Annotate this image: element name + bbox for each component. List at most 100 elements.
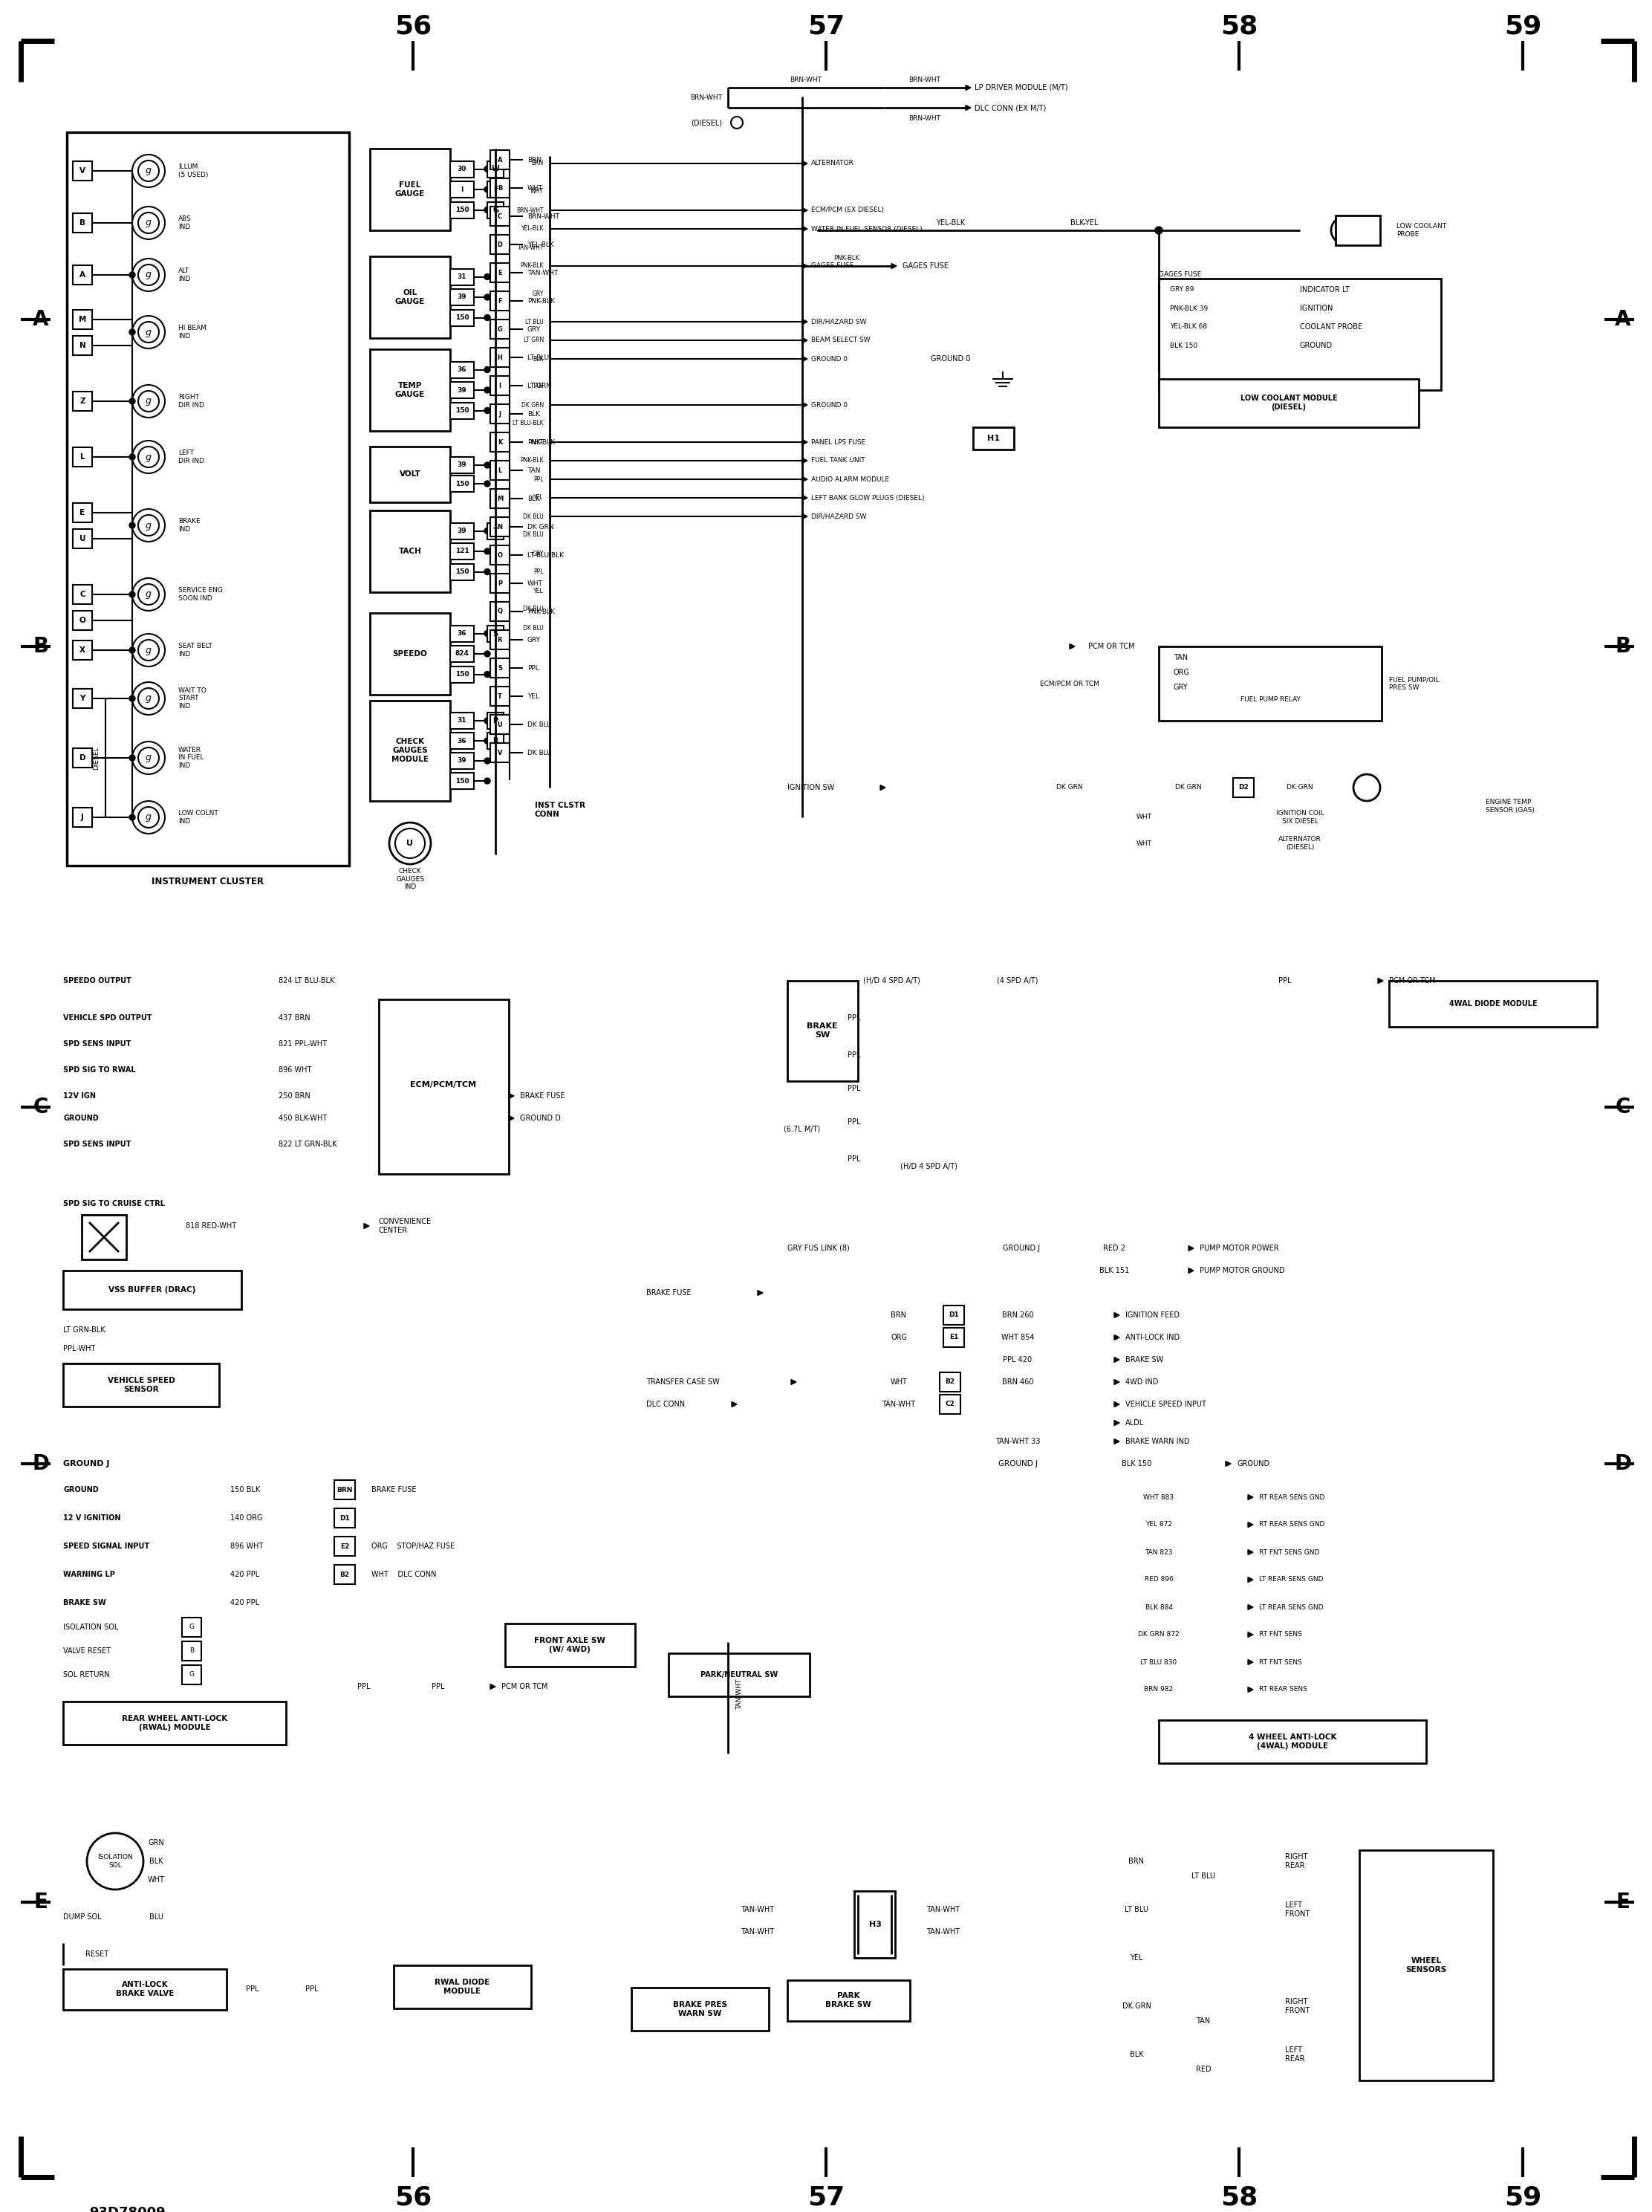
Text: N: N	[497, 524, 502, 531]
Text: SPD SENS INPUT: SPD SENS INPUT	[63, 1141, 131, 1148]
Text: LEFT BANK GLOW PLUGS (DIESEL): LEFT BANK GLOW PLUGS (DIESEL)	[811, 495, 925, 502]
Circle shape	[139, 212, 159, 232]
Text: BRAKE SW: BRAKE SW	[1125, 1356, 1163, 1363]
Circle shape	[129, 398, 135, 405]
Circle shape	[484, 549, 491, 555]
Text: 56: 56	[395, 13, 431, 38]
Text: BLK: BLK	[527, 411, 540, 418]
Text: ANTI-LOCK
BRAKE VALVE: ANTI-LOCK BRAKE VALVE	[116, 1982, 173, 1997]
Bar	[449, 383, 474, 398]
Bar	[491, 602, 509, 622]
Bar	[449, 626, 474, 641]
Text: N: N	[79, 343, 86, 349]
Bar	[491, 234, 509, 254]
Bar	[491, 179, 509, 197]
Text: DIR/HAZARD SW: DIR/HAZARD SW	[811, 319, 867, 325]
Text: SPD SIG TO RWAL: SPD SIG TO RWAL	[63, 1066, 135, 1073]
Bar	[182, 1641, 202, 1661]
Bar	[491, 546, 509, 564]
Text: GRN: GRN	[149, 1838, 164, 1847]
Bar	[73, 502, 93, 522]
Text: g: g	[145, 520, 152, 531]
Circle shape	[129, 522, 135, 529]
Text: BRN-WHT: BRN-WHT	[527, 212, 560, 219]
Circle shape	[139, 161, 159, 181]
Text: RIGHT
FRONT: RIGHT FRONT	[1285, 1997, 1310, 2015]
Text: LT REAR SENS GND: LT REAR SENS GND	[1259, 1577, 1323, 1584]
Text: BRN 460: BRN 460	[1001, 1378, 1034, 1385]
Text: A: A	[79, 272, 86, 279]
Text: VOLT: VOLT	[400, 471, 421, 478]
Circle shape	[484, 739, 491, 743]
Polygon shape	[1247, 1688, 1254, 1692]
Circle shape	[139, 639, 159, 661]
Bar	[940, 1371, 960, 1391]
Text: RIGHT
REAR: RIGHT REAR	[1285, 1854, 1308, 1869]
Text: 59: 59	[1503, 13, 1541, 38]
Text: 31: 31	[458, 274, 466, 281]
Text: BLK 150: BLK 150	[1122, 1460, 1151, 1467]
Text: WAIT TO
START
IND: WAIT TO START IND	[178, 688, 206, 710]
Text: GROUND 0: GROUND 0	[932, 356, 971, 363]
Text: VSS BUFFER (DRAC): VSS BUFFER (DRAC)	[109, 1285, 197, 1294]
Text: O: O	[497, 551, 502, 557]
Text: YEL: YEL	[527, 692, 539, 699]
Circle shape	[129, 330, 135, 334]
Text: SEAT BELT
IND: SEAT BELT IND	[178, 644, 213, 657]
Text: GROUND 0: GROUND 0	[811, 356, 847, 363]
Text: E: E	[79, 509, 86, 515]
Text: X: X	[79, 646, 86, 655]
Text: ISOLATION SOL: ISOLATION SOL	[63, 1624, 119, 1630]
Text: BLK: BLK	[534, 356, 544, 363]
Bar	[73, 336, 93, 356]
Text: 39: 39	[458, 387, 468, 394]
Text: DK GRN 872: DK GRN 872	[1138, 1630, 1180, 1639]
Text: VEHICLE SPEED INPUT: VEHICLE SPEED INPUT	[1125, 1400, 1206, 1409]
Bar	[788, 980, 857, 1082]
Polygon shape	[803, 226, 808, 232]
Text: SPEED SIGNAL INPUT: SPEED SIGNAL INPUT	[63, 1542, 149, 1551]
Text: 150 BLK: 150 BLK	[230, 1486, 259, 1493]
Polygon shape	[491, 1683, 496, 1690]
Text: LT BLU 830: LT BLU 830	[1140, 1659, 1178, 1666]
Bar	[73, 584, 93, 604]
Text: D1: D1	[948, 1312, 958, 1318]
Text: G: G	[492, 206, 499, 215]
Text: g: g	[145, 327, 152, 336]
Polygon shape	[1247, 1551, 1254, 1555]
Text: PPL: PPL	[847, 1051, 861, 1060]
Bar	[491, 206, 509, 226]
Text: B2: B2	[340, 1571, 350, 1577]
Text: PPL: PPL	[527, 664, 539, 670]
Text: IGNITION COIL
SIX DIESEL: IGNITION COIL SIX DIESEL	[1275, 810, 1323, 825]
Polygon shape	[892, 263, 897, 268]
Bar	[487, 181, 504, 197]
Text: DK GRN: DK GRN	[1287, 785, 1313, 792]
Circle shape	[1155, 226, 1163, 234]
Text: RED 2: RED 2	[1104, 1245, 1125, 1252]
Bar	[73, 611, 93, 630]
Text: 896 WHT: 896 WHT	[230, 1542, 263, 1551]
Bar	[491, 292, 509, 310]
Text: GROUND: GROUND	[1237, 1460, 1269, 1467]
Text: M: M	[497, 495, 502, 502]
Text: F: F	[492, 186, 497, 192]
Text: 150: 150	[454, 314, 469, 321]
Polygon shape	[363, 1223, 368, 1228]
Text: LEFT
DIR IND: LEFT DIR IND	[178, 449, 205, 465]
Polygon shape	[803, 338, 808, 343]
Circle shape	[484, 294, 491, 301]
Bar	[940, 1396, 960, 1413]
Text: VEHICLE SPEED
SENSOR: VEHICLE SPEED SENSOR	[107, 1378, 175, 1394]
Text: 4 WHEEL ANTI-LOCK
(4WAL) MODULE: 4 WHEEL ANTI-LOCK (4WAL) MODULE	[1249, 1734, 1336, 1750]
Text: LEFT
FRONT: LEFT FRONT	[1285, 1902, 1310, 1918]
Bar	[63, 1969, 226, 2011]
Bar	[449, 732, 474, 750]
Text: PUMP MOTOR GROUND: PUMP MOTOR GROUND	[1199, 1267, 1285, 1274]
Text: ALDL: ALDL	[1125, 1420, 1145, 1427]
Polygon shape	[1113, 1358, 1120, 1363]
Polygon shape	[1247, 1632, 1254, 1637]
Text: 93D78009: 93D78009	[89, 2205, 165, 2212]
Text: FUEL PUMP RELAY: FUEL PUMP RELAY	[1241, 697, 1300, 703]
Circle shape	[390, 823, 431, 865]
